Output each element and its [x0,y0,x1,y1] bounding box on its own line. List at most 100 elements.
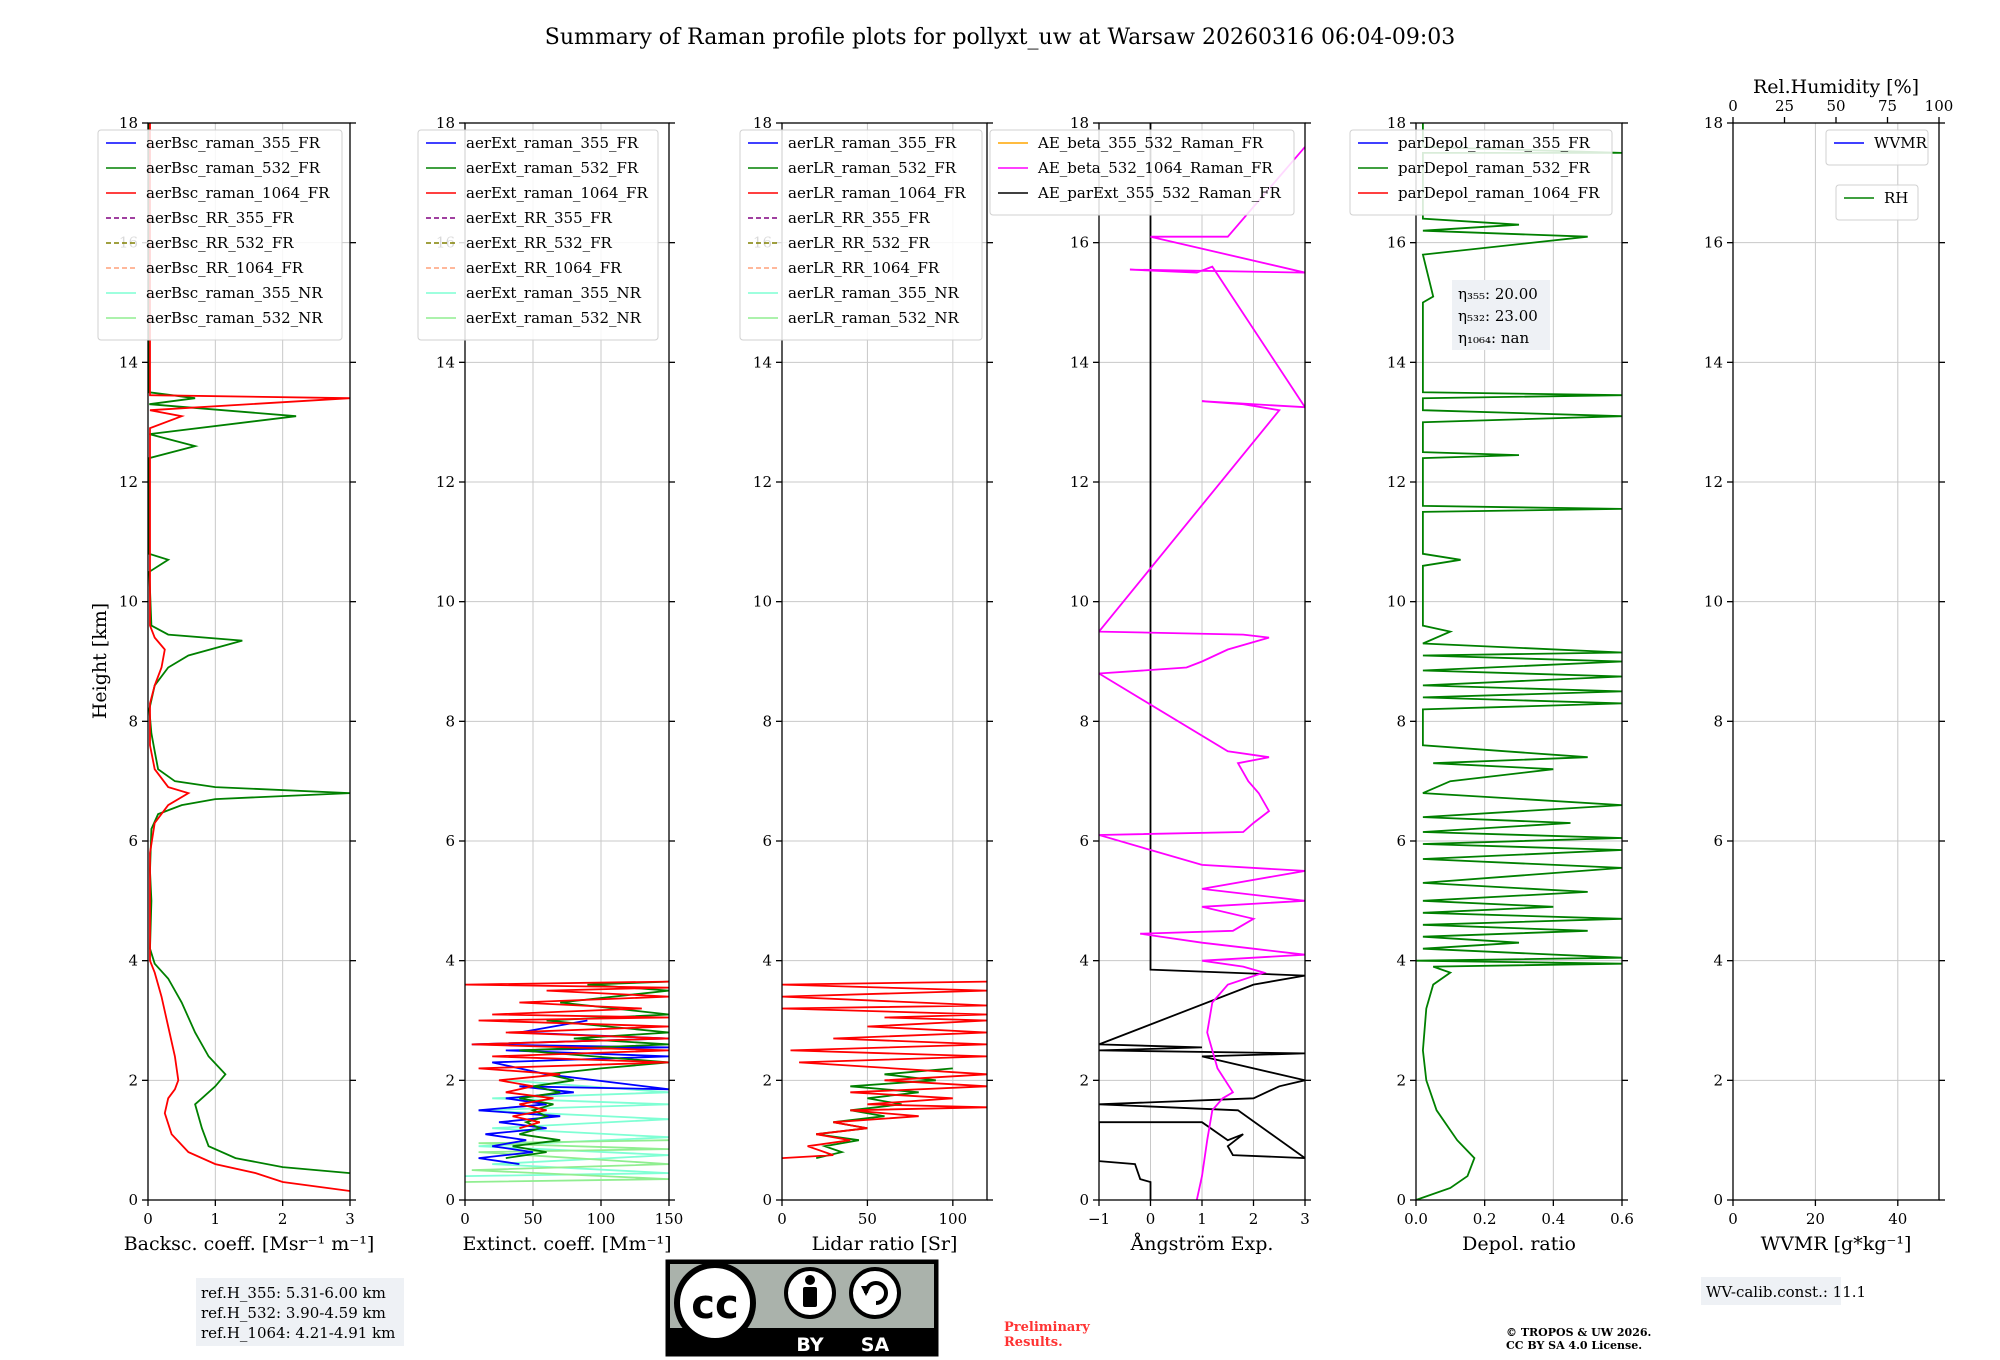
legend-label: aerLR_raman_355_NR [788,284,959,302]
panel-wv: 0 20 40 0 2 4 6 8 10 12 14 16 18 WVMR [g*kg⁻¹] 0 25 50 75… [1704,76,1953,1255]
x2-tick-label: 50 [1826,97,1845,115]
legend-lr: aerLR_raman_355_FR aerLR_raman_532_FR aerL… [739,129,983,341]
y-tick-label: 14 [753,353,772,371]
y-tick-label: 2 [1713,1071,1723,1089]
x-tick-label: 2 [278,1210,288,1228]
copyright-line-2: CC BY SA 4.0 License. [1506,1339,1642,1352]
sa-label: SA [861,1334,890,1356]
wv-calib-text: WV-calib.const.: 11.1 [1706,1283,1866,1301]
x-tick-label: 3 [1300,1210,1310,1228]
y-tick-label: 12 [1704,473,1723,491]
y-tick-label: 4 [1396,952,1406,970]
x-tick-label: 0 [143,1210,153,1228]
axes-frame-bsc [147,122,351,1201]
y-tick-label: 4 [762,952,772,970]
legend-label: aerBsc_raman_355_FR [146,134,321,152]
x-tick-label: −1 [1088,1210,1110,1228]
y-tick-label: 8 [1713,712,1723,730]
y-tick-label: 14 [1704,353,1723,371]
series-parDepol_raman_532_FR [1416,123,1622,1200]
y-tick-label: 4 [128,952,138,970]
cc-license-badge: cc BY SA [665,1259,939,1357]
y-tick-label: 12 [436,473,455,491]
y-tick-label: 14 [436,353,455,371]
x-tick-label: 0 [777,1210,787,1228]
legend-label: aerExt_RR_355_FR [466,209,613,227]
y-tick-label: 18 [753,114,772,132]
y-tick-label: 12 [119,473,138,491]
y-tick-label: 16 [1070,234,1089,252]
x-tick-label: 40 [1888,1210,1907,1228]
x-tick-label: 2 [1249,1210,1259,1228]
by-label: BY [796,1334,823,1356]
y-tick-label: 4 [445,952,455,970]
y-tick-label: 6 [445,832,455,850]
x-tick-label: 150 [655,1210,684,1228]
eta-value: η₃₅₅: 20.00 [1458,285,1538,303]
x-tick-label: 0.6 [1610,1210,1634,1228]
legend-label: AE_beta_532_1064_Raman_FR [1037,159,1273,177]
y-tick-label: 2 [762,1071,772,1089]
legend-label: RH [1884,189,1908,207]
legend-label: aerExt_RR_1064_FR [466,259,622,277]
legend-label: aerLR_raman_532_NR [788,309,959,327]
legend-label: aerExt_RR_532_FR [466,234,613,252]
y-tick-label: 8 [1396,712,1406,730]
y-tick-label: 2 [445,1071,455,1089]
refh-1064: ref.H_1064: 4.21-4.91 km [201,1324,395,1342]
x-tick-label: 50 [858,1210,877,1228]
y-tick-label: 16 [1387,234,1406,252]
y-tick-label: 10 [1387,593,1406,611]
y-tick-label: 4 [1079,952,1089,970]
axes-frame-lr [781,122,988,1201]
axes-frame-ext [464,122,670,1201]
y-tick-label: 6 [1079,832,1089,850]
legend-label: aerBsc_raman_532_NR [146,309,323,327]
x-tick-label: 1 [1197,1210,1207,1228]
series-aerLR_raman_1064_FR [782,980,987,1159]
x2-tick-label: 0 [1728,97,1738,115]
y-tick-label: 18 [1070,114,1089,132]
x-tick-label: 0.0 [1404,1210,1428,1228]
y-tick-label: 10 [1070,593,1089,611]
panel-bsc: 0123024681012141618Backsc. coeff. [Msr⁻¹… [97,114,375,1255]
y-tick-label: 0 [128,1191,138,1209]
legend-label: WVMR [1874,134,1928,152]
y-tick-label: 12 [1387,473,1406,491]
eta-value: η₁₀₆₄: nan [1458,329,1529,347]
legend-label: AE_beta_355_532_Raman_FR [1037,134,1264,152]
legend-label: aerBsc_RR_1064_FR [146,259,304,277]
legend-ae: AE_beta_355_532_Raman_FR AE_beta_532_1064… [989,129,1295,216]
y-tick-label: 14 [1070,353,1089,371]
series-AE_parExt_355_532_Raman_FR [1099,123,1305,1200]
series-aerExt_raman_355_NR [465,1079,669,1177]
x-tick-label: 0 [1146,1210,1156,1228]
x-tick-label: 0.2 [1473,1210,1497,1228]
legend-label: aerExt_raman_355_FR [466,134,639,152]
cc-logo-icon [674,1262,756,1344]
wv-calib-box: WV-calib.const.: 11.1 [1701,1277,1866,1305]
y-tick-label: 8 [128,712,138,730]
legend-label: parDepol_raman_1064_FR [1398,184,1600,202]
y-tick-label: 6 [1713,832,1723,850]
legend-label: aerExt_raman_532_NR [466,309,642,327]
legend-label: aerBsc_raman_1064_FR [146,184,330,202]
refh-355: ref.H_355: 5.31-6.00 km [201,1284,386,1302]
x-axis-label-ext: Extinct. coeff. [Mm⁻¹] [462,1233,671,1255]
series-aerBsc_raman_1064_FR [149,123,350,1192]
legend-bsc: aerBsc_raman_355_FR aerBsc_raman_532_FRae… [97,129,343,341]
axes-frame-wv [1732,122,1940,1201]
x2-tick-label: 100 [1925,97,1954,115]
legend-label: aerBsc_raman_355_NR [146,284,323,302]
y-tick-label: 0 [445,1191,455,1209]
legend-label: aerExt_raman_355_NR [466,284,642,302]
x-tick-label: 0 [1728,1210,1738,1228]
legend-label: aerBsc_raman_532_FR [146,159,321,177]
legend-label: aerLR_raman_1064_FR [788,184,966,202]
series-aerLR_raman_532_FR [815,1067,953,1159]
legend-label: aerLR_RR_532_FR [788,234,930,252]
y-tick-label: 0 [762,1191,772,1209]
depol-eta-annotation: η₃₅₅: 20.00 η₅₃₂: 23.00 η₁₀₆₄: nan [1452,280,1550,350]
x-axis-label-bsc: Backsc. coeff. [Msr⁻¹ m⁻¹] [124,1233,375,1255]
y-tick-label: 18 [1704,114,1723,132]
